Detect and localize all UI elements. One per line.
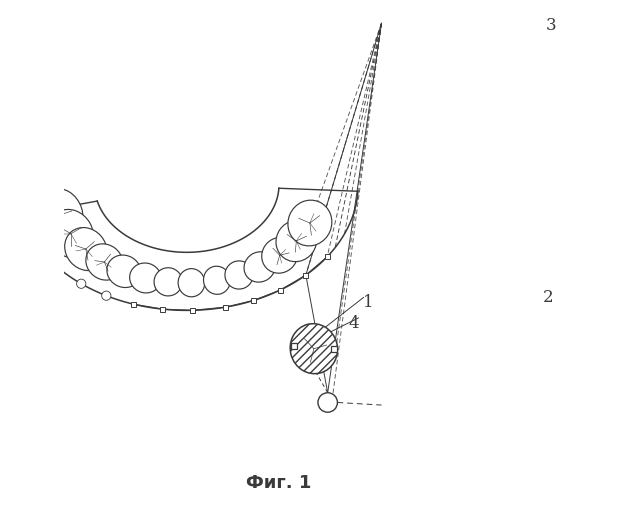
Circle shape [77,279,86,289]
Bar [190,308,195,313]
Circle shape [19,219,28,228]
Bar [161,307,166,312]
Bar [223,305,228,310]
Bar [131,301,136,307]
Bar [291,343,298,349]
Circle shape [102,291,111,300]
Bar [324,254,330,260]
Ellipse shape [290,324,337,373]
Text: Фиг. 1: Фиг. 1 [246,474,312,492]
Ellipse shape [276,220,317,262]
Ellipse shape [204,266,230,294]
Ellipse shape [107,255,141,287]
Ellipse shape [86,244,123,280]
Text: 3: 3 [545,17,556,34]
Text: 1: 1 [364,294,374,311]
Ellipse shape [154,268,182,296]
Ellipse shape [262,237,298,273]
Ellipse shape [130,263,161,293]
Circle shape [318,393,337,412]
Circle shape [34,243,43,252]
Circle shape [52,263,62,272]
Text: 4: 4 [348,314,358,332]
Ellipse shape [36,189,83,241]
Text: 2: 2 [543,289,554,306]
Ellipse shape [65,227,107,270]
Bar [303,272,308,278]
Ellipse shape [48,209,93,258]
Ellipse shape [225,261,253,289]
Bar [332,346,337,352]
Ellipse shape [244,252,275,282]
Ellipse shape [288,200,332,246]
Bar [278,287,283,293]
Ellipse shape [178,269,205,297]
Bar [251,298,256,303]
